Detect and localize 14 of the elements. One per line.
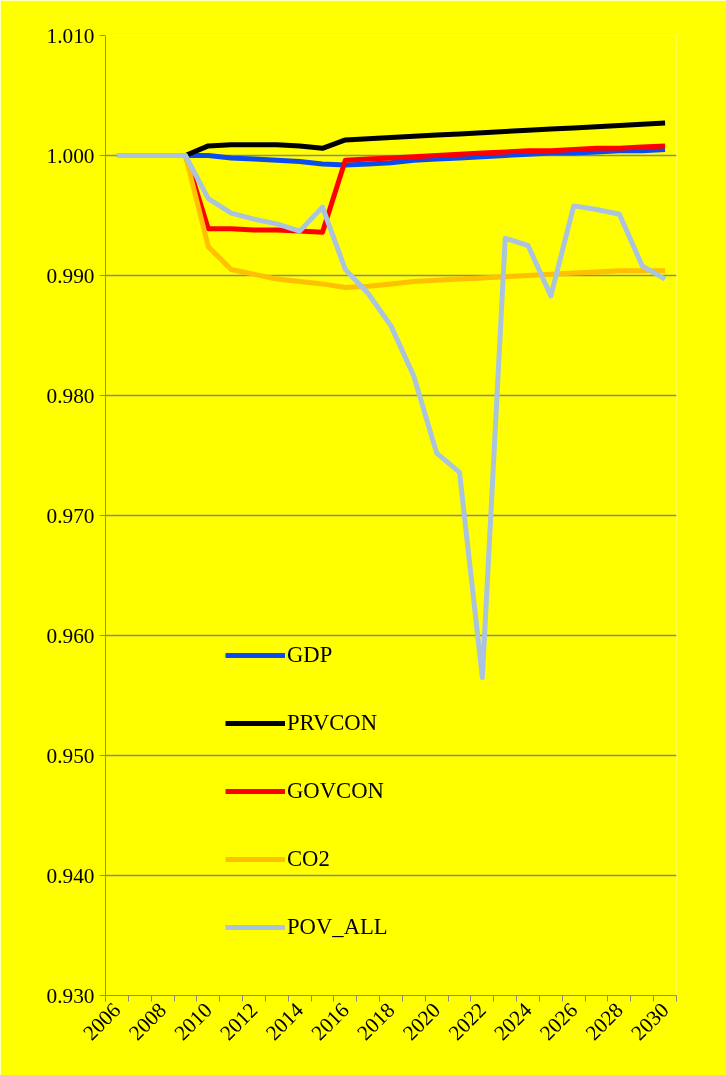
y-tick-label: 0.990 bbox=[46, 263, 95, 288]
legend-label: POV_ALL bbox=[287, 914, 388, 940]
legend-label: PRVCON bbox=[287, 710, 378, 736]
y-tick-label: 1.010 bbox=[46, 23, 95, 48]
legend-label: GDP bbox=[287, 642, 333, 668]
y-tick-label: 1.000 bbox=[46, 143, 95, 168]
legend-label: CO2 bbox=[287, 846, 330, 872]
y-tick-label: 0.930 bbox=[46, 983, 95, 1008]
y-tick-label: 0.950 bbox=[46, 743, 95, 768]
y-tick-label: 0.980 bbox=[46, 383, 95, 408]
y-tick-label: 0.970 bbox=[46, 503, 95, 528]
legend-label: GOVCON bbox=[287, 778, 384, 804]
y-tick-label: 0.940 bbox=[46, 863, 95, 888]
y-tick-label: 0.960 bbox=[46, 623, 95, 648]
